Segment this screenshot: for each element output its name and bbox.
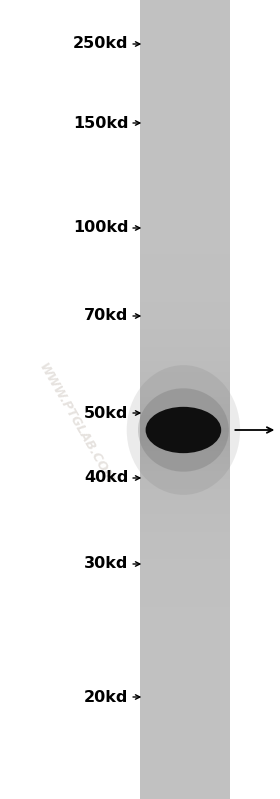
Ellipse shape [138, 388, 229, 471]
Text: WWW.PTGLAB.COM: WWW.PTGLAB.COM [36, 361, 115, 486]
Text: 70kd: 70kd [84, 308, 128, 324]
Text: 30kd: 30kd [84, 556, 128, 571]
Text: 40kd: 40kd [84, 471, 128, 486]
Text: 250kd: 250kd [73, 37, 128, 51]
Text: 50kd: 50kd [84, 406, 128, 420]
Text: 150kd: 150kd [73, 116, 128, 130]
Ellipse shape [146, 407, 221, 453]
Text: 100kd: 100kd [73, 221, 128, 236]
Text: 20kd: 20kd [84, 690, 128, 705]
Ellipse shape [127, 365, 240, 495]
